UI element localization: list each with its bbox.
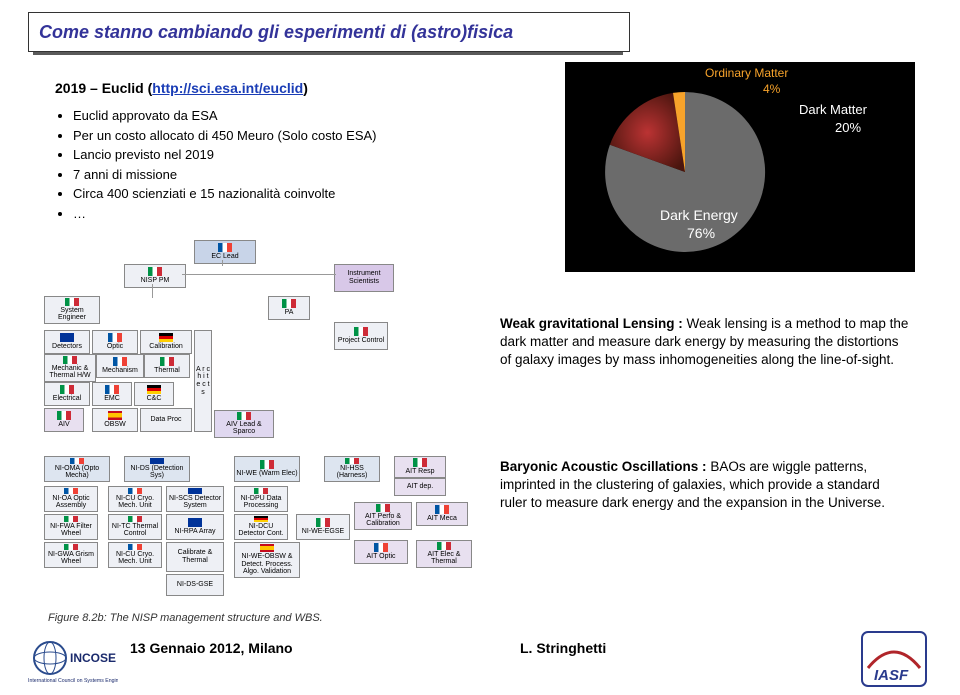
- bullet-item: Lancio previsto nel 2019: [73, 145, 435, 165]
- org-box: NI-FWA Filter Wheel: [44, 514, 98, 540]
- org-box: NI-WE-OBSW & Detect. Process. Algo. Vali…: [234, 542, 300, 578]
- org-box: AIT Perfo & Calibration: [354, 502, 412, 530]
- page-title: Come stanno cambiando gli esperimenti di…: [39, 22, 513, 43]
- footer-date: 13 Gennaio 2012, Milano: [130, 640, 293, 656]
- org-box: NI-SCS Detector System: [166, 486, 224, 512]
- svg-text:IASF: IASF: [874, 667, 909, 684]
- org-box: AIT Meca: [416, 502, 468, 526]
- org-box: NI-DS (Detection Sys): [124, 456, 190, 482]
- euclid-link[interactable]: http://sci.esa.int/euclid: [152, 80, 303, 96]
- org-box: Detectors: [44, 330, 90, 354]
- incose-logo: INCOSE International Council on Systems …: [28, 640, 118, 691]
- org-box: AIV Lead & Sparco: [214, 410, 274, 438]
- org-box: AIT Resp: [394, 456, 446, 478]
- bullet-list: Euclid approvato da ESA Per un costo all…: [55, 106, 435, 223]
- org-box: NI-DS-GSE: [166, 574, 224, 596]
- desc-weak-lensing: Weak gravitational Lensing : Weak lensin…: [500, 315, 910, 370]
- org-box: NI-OA Optic Assembly: [44, 486, 98, 512]
- bullet-item: Per un costo allocato di 450 Meuro (Solo…: [73, 126, 435, 146]
- org-box: Calibrate & Thermal: [166, 542, 224, 572]
- org-box: EC Lead: [194, 240, 256, 264]
- org-box: NI-CU Cryo. Mech. Unit: [108, 542, 162, 568]
- org-box: NI-WE (Warm Elec): [234, 456, 300, 482]
- label-ordinary-matter: Ordinary Matter: [705, 66, 788, 80]
- org-box: NI-DPU Data Processing: [234, 486, 288, 512]
- org-box: System Engineer: [44, 296, 100, 324]
- iasf-logo: IASF: [858, 628, 930, 695]
- svg-text:INCOSE: INCOSE: [70, 651, 116, 665]
- bullet-item: 7 anni di missione: [73, 165, 435, 185]
- org-box: NISP PM: [124, 264, 186, 288]
- org-box: Thermal: [144, 354, 190, 378]
- label-dark-matter: Dark Matter: [799, 102, 867, 117]
- org-box: Project Control: [334, 322, 388, 350]
- org-box: OBSW: [92, 408, 138, 432]
- org-box: Mechanism: [96, 354, 144, 378]
- org-box: NI-OMA (Opto Mecha): [44, 456, 110, 482]
- bullets-block: 2019 – Euclid (http://sci.esa.int/euclid…: [55, 80, 435, 223]
- desc-bao: Baryonic Acoustic Oscillations : BAOs ar…: [500, 458, 910, 513]
- org-box: AIT Elec & Thermal: [416, 540, 472, 568]
- label-de-pct: 76%: [687, 225, 715, 241]
- org-chart: EC Lead NISP PM Instrument Scientists Sy…: [34, 240, 464, 610]
- footer-author: L. Stringhetti: [520, 640, 606, 656]
- pie-chart-panel: Ordinary Matter 4% Dark Matter 20% Dark …: [565, 62, 915, 272]
- year-suffix: ): [303, 80, 308, 96]
- bullet-item: Circa 400 scienziati e 15 nazionalità co…: [73, 184, 435, 204]
- org-box: Mechanic & Thermal H/W: [44, 354, 96, 382]
- org-box: AIT dep.: [394, 478, 446, 496]
- org-box: NI-WE-EGSE: [296, 514, 350, 540]
- year-line: 2019 – Euclid (http://sci.esa.int/euclid…: [55, 80, 435, 96]
- title-box: Come stanno cambiando gli esperimenti di…: [28, 12, 630, 52]
- org-box: NI-DCU Detector Cont.: [234, 514, 288, 540]
- org-box: NI-HSS (Harness): [324, 456, 380, 482]
- org-box: NI-TC Thermal Control: [108, 514, 162, 540]
- org-box: Data Proc: [140, 408, 192, 432]
- svg-text:International Council on Syste: International Council on Systems Enginee…: [28, 678, 118, 684]
- org-box: Electrical: [44, 382, 90, 406]
- org-box: NI-RPA Array: [166, 514, 224, 540]
- org-box: PA: [268, 296, 310, 320]
- figure-caption: Figure 8.2b: The NISP management structu…: [48, 612, 323, 624]
- desc1-bold: Weak gravitational Lensing :: [500, 316, 683, 331]
- org-box: C&C: [134, 382, 174, 406]
- bullet-item: Euclid approvato da ESA: [73, 106, 435, 126]
- year-prefix: 2019 – Euclid (: [55, 80, 152, 96]
- org-box: NI-GWA Grism Wheel: [44, 542, 98, 568]
- org-box: Instrument Scientists: [334, 264, 394, 292]
- org-box: NI-CU Cryo. Mech. Unit: [108, 486, 162, 512]
- org-box: AIV: [44, 408, 84, 432]
- pie-chart: [590, 82, 780, 262]
- org-box: EMC: [92, 382, 132, 406]
- org-box: Optic: [92, 330, 138, 354]
- org-box: A r c h i t e c t s: [194, 330, 212, 432]
- bullet-item: …: [73, 204, 435, 224]
- desc2-bold: Baryonic Acoustic Oscillations :: [500, 459, 707, 474]
- label-ordinary-pct: 4%: [763, 82, 780, 96]
- org-box: Calibration: [140, 330, 192, 354]
- org-box: AIT Optic: [354, 540, 408, 564]
- label-dm-pct: 20%: [835, 120, 861, 135]
- label-dark-energy: Dark Energy: [660, 207, 738, 223]
